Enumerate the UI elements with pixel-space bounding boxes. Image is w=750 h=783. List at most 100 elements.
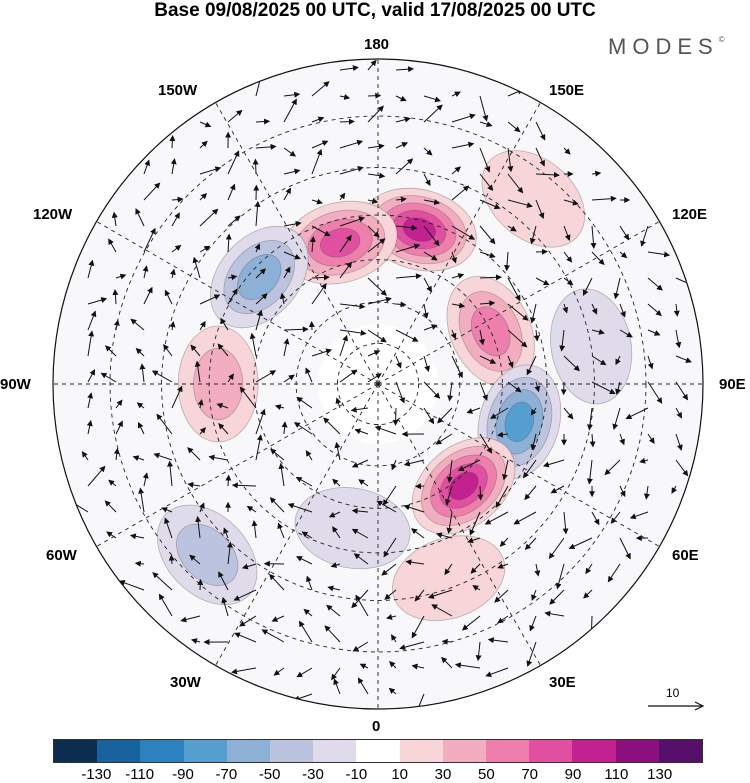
wind-arrow (607, 563, 621, 583)
wind-arrow (171, 212, 180, 227)
wind-arrow (457, 459, 481, 472)
wind-arrow (357, 677, 369, 695)
wind-arrow (559, 329, 566, 352)
wind-arrow (194, 360, 201, 383)
wind-arrow (143, 227, 156, 253)
wind-arrow (533, 329, 540, 342)
wind-arrow (550, 485, 565, 494)
colorbar-tick-label: 30 (434, 766, 452, 783)
wind-arrow (283, 251, 301, 260)
wind-arrow (639, 457, 649, 464)
wind-arrow (444, 563, 453, 576)
wind-arrow (591, 355, 607, 366)
wind-arrow (216, 403, 229, 409)
wind-arrow (367, 198, 379, 204)
wind-arrow (507, 381, 522, 393)
wind-arrow (283, 98, 297, 123)
wind-arrow (586, 407, 593, 431)
wind-arrow (479, 251, 496, 259)
wind-arrow (475, 641, 482, 662)
wind-arrow (507, 225, 517, 232)
wind-arrow (199, 121, 212, 128)
wind-arrow (451, 273, 465, 279)
wind-arrow (451, 185, 470, 201)
colorbar-segment (572, 740, 616, 762)
wind-arrow (171, 196, 184, 203)
wind-arrow (485, 667, 509, 678)
wind-arrow (382, 485, 397, 506)
colorbar-segment (658, 740, 703, 762)
colorbar-ticks: -130 -110 -90 -70 -50 -30 -10 10 30 50 70 90 110 130 (53, 766, 703, 783)
colorbar-tick-label: 50 (477, 766, 495, 783)
wind-arrow (208, 454, 229, 461)
wind-arrow (591, 251, 605, 266)
wind-arrow (435, 433, 453, 445)
wind-arrow (615, 355, 621, 366)
wind-arrow (227, 183, 236, 201)
wind-arrow (269, 448, 285, 461)
meridian-line (377, 383, 541, 666)
wind-arrow (647, 277, 663, 291)
wind-arrow (283, 374, 295, 383)
wind-arrow (199, 192, 208, 201)
latitude-circle (253, 259, 503, 509)
colorbar-tick-label: -30 (302, 766, 324, 783)
wind-arrow (87, 369, 96, 383)
wind-arrow (130, 318, 145, 331)
wind-arrow (129, 533, 145, 540)
wind-arrow (271, 615, 285, 622)
wind-arrow (591, 170, 602, 177)
wind-arrow (563, 225, 571, 241)
wind-arrow (563, 355, 580, 372)
wind-arrow (423, 147, 433, 156)
wind-arrow (115, 420, 123, 435)
wind-arrow (479, 433, 493, 454)
colorbar-tick-label: -70 (215, 766, 238, 783)
wind-arrow (529, 303, 537, 324)
wind-arrow (374, 425, 397, 435)
wind-arrow (251, 520, 258, 539)
wind-arrow (395, 273, 422, 280)
wind-arrow (327, 585, 341, 592)
wind-arrow (535, 171, 560, 178)
wind-arrow (414, 589, 425, 602)
lon-label-150e: 150E (549, 82, 585, 99)
wind-arrow (643, 485, 650, 500)
wind-arrow (311, 148, 323, 175)
wind-arrow (106, 531, 117, 539)
wind-arrow (507, 277, 521, 302)
wind-arrow (169, 321, 176, 331)
wind-arrow (339, 65, 359, 72)
wind-arrow (472, 585, 481, 591)
wind-arrow (647, 329, 661, 336)
colorbar-segment (486, 740, 530, 762)
wind-arrow (283, 220, 302, 227)
wind-arrow (619, 303, 626, 318)
wind-arrow (87, 392, 94, 409)
wind-arrow (298, 620, 313, 643)
wind-arrow (586, 459, 593, 485)
wind-arrow (323, 417, 341, 435)
wind-arrow (138, 421, 145, 435)
wind-arrow (534, 381, 541, 393)
wind-arrow (283, 326, 309, 333)
graticule (53, 59, 703, 709)
wind-arrow (350, 406, 369, 413)
wind-arrow (249, 332, 257, 357)
lon-label-60e: 60E (672, 547, 699, 564)
wind-arrow (305, 367, 313, 383)
wind-arrow (111, 211, 118, 227)
wind-arrow (115, 399, 123, 409)
wind-arrow (367, 143, 385, 150)
wind-arrow (675, 433, 683, 451)
wind-arrow (227, 274, 238, 281)
wind-arrow (479, 381, 488, 402)
wind-arrow (403, 504, 425, 513)
wind-arrow (151, 370, 173, 383)
wind-arrow (217, 343, 229, 357)
wind-arrow (395, 243, 421, 253)
wind-arrow (187, 447, 201, 461)
wind-arrow (647, 355, 654, 370)
wind-arrow (87, 465, 106, 487)
